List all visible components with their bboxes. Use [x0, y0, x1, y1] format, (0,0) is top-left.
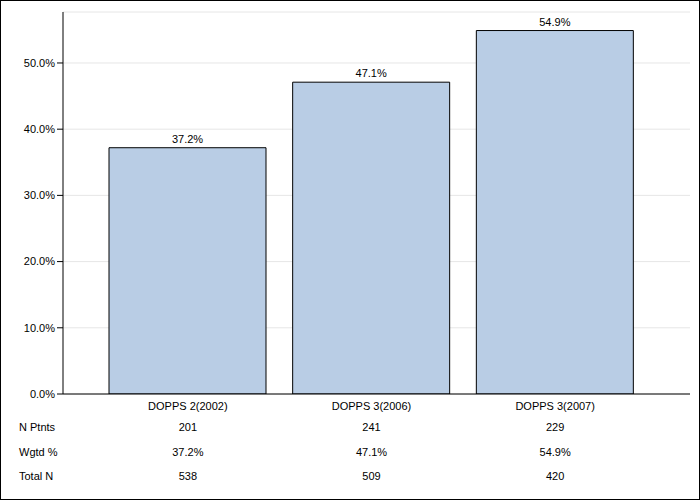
html-text:229: 229 — [546, 421, 565, 433]
svg-text:0.0%: 0.0% — [30, 388, 55, 400]
svg-text:50.0%: 50.0% — [24, 57, 55, 69]
html-text:420: 420 — [546, 470, 565, 482]
svg-text:20.0%: 20.0% — [24, 255, 55, 267]
svg-text:47.1%: 47.1% — [356, 67, 387, 79]
html-text:47.1%: 47.1% — [355, 446, 388, 458]
svg-text:40.0%: 40.0% — [24, 123, 55, 135]
svg-text:DOPPS 2(2002): DOPPS 2(2002) — [148, 400, 227, 412]
html-text:54.9%: 54.9% — [539, 446, 571, 458]
html-text:37.2%: 37.2% — [172, 446, 204, 458]
html-text:509: 509 — [362, 470, 381, 482]
svg-text:37.2%: 37.2% — [172, 133, 203, 145]
html-text:N Ptnts: N Ptnts — [19, 421, 56, 433]
html-text:538: 538 — [178, 470, 197, 482]
svg-text:30.0%: 30.0% — [24, 189, 55, 201]
svg-text:10.0%: 10.0% — [24, 322, 55, 334]
html-text:Total N: Total N — [19, 470, 54, 482]
svg-text:DOPPS 3(2007): DOPPS 3(2007) — [515, 400, 594, 412]
html-text:201: 201 — [178, 421, 197, 433]
svg-text:DOPPS 3(2006): DOPPS 3(2006) — [332, 400, 411, 412]
html-text:Wgtd %: Wgtd % — [19, 446, 58, 458]
svg-text:54.9%: 54.9% — [539, 16, 570, 28]
html-text:241: 241 — [362, 421, 381, 433]
